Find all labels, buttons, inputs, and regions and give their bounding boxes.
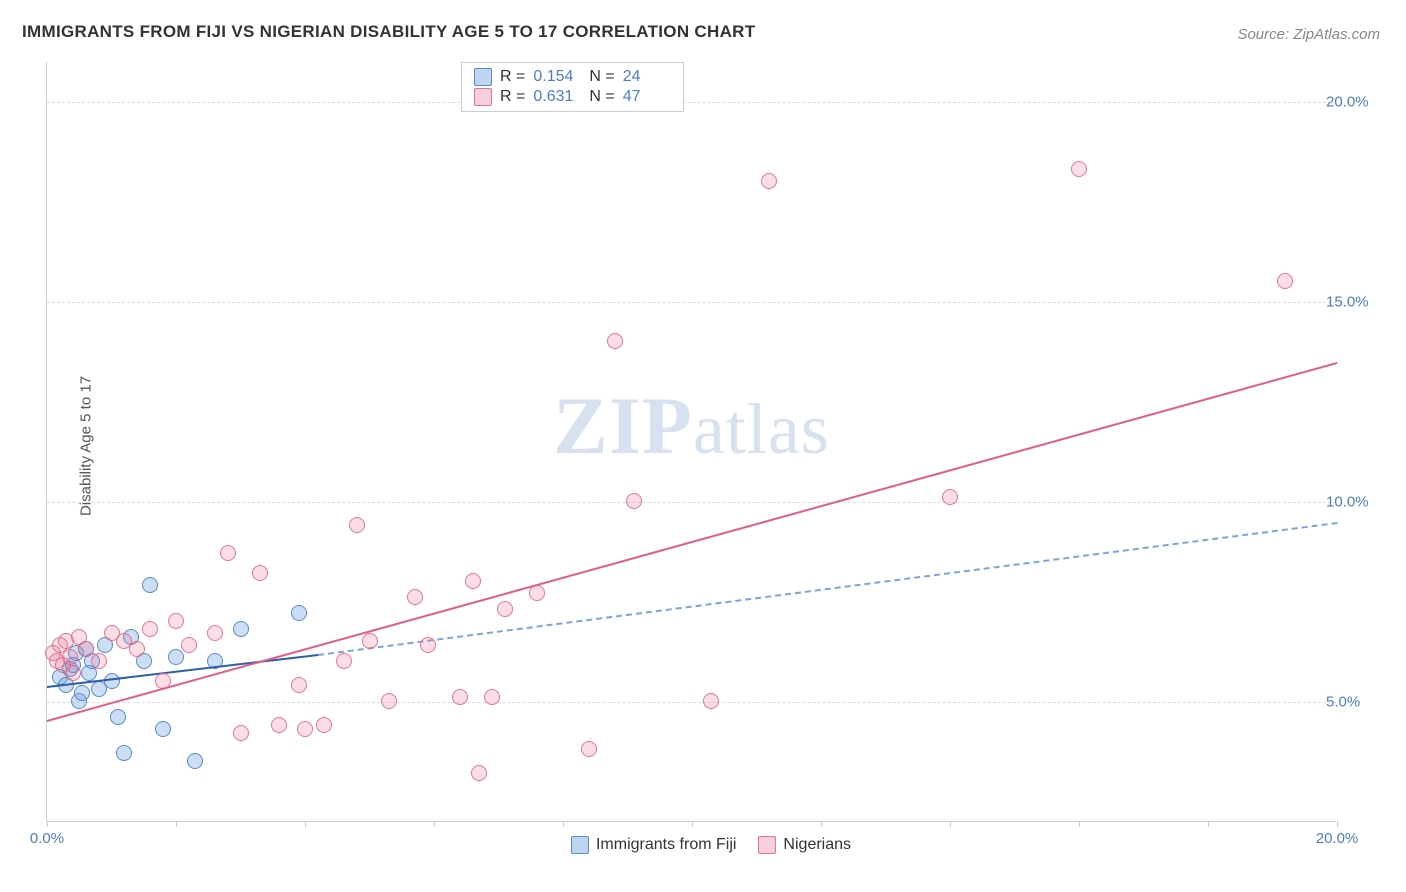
x-tick [692,821,693,827]
source-attribution: Source: ZipAtlas.com [1237,26,1380,43]
data-point [220,545,236,561]
data-point [291,677,307,693]
data-point [703,693,719,709]
gridline [47,502,1336,503]
data-point [252,565,268,581]
x-tick [821,821,822,827]
chart-container: IMMIGRANTS FROM FIJI VS NIGERIAN DISABIL… [0,0,1406,892]
x-tick [176,821,177,827]
data-point [497,601,513,617]
chart-area: ZIPatlas 5.0%10.0%15.0%20.0%0.0%20.0% R … [46,62,1376,822]
data-point [471,765,487,781]
trend-line [47,362,1338,722]
x-tick [950,821,951,827]
data-point [65,665,81,681]
data-point [761,173,777,189]
series-swatch [571,836,589,854]
data-point [626,493,642,509]
gridline [47,702,1336,703]
data-point [484,689,500,705]
data-point [155,721,171,737]
x-tick [1079,821,1080,827]
data-point [1071,161,1087,177]
data-point [316,717,332,733]
data-point [381,693,397,709]
data-point [297,721,313,737]
data-point [349,517,365,533]
legend-item: Nigerians [758,836,851,854]
watermark: ZIPatlas [553,379,830,473]
stat-value: 47 [623,88,671,106]
trend-line [318,522,1337,656]
data-point [74,685,90,701]
data-point [291,605,307,621]
data-point [142,621,158,637]
x-tick-label: 0.0% [30,830,64,847]
data-point [581,741,597,757]
stats-legend-box: R = 0.154 N = 24 R = 0.631 N = 47 [461,62,684,112]
data-point [233,725,249,741]
stats-row: R = 0.631 N = 47 [474,87,671,107]
series-swatch [474,68,492,86]
stat-value: 0.631 [533,88,581,106]
y-tick-label: 15.0% [1326,294,1376,311]
stat-value: 24 [623,68,671,86]
data-point [187,753,203,769]
x-tick [47,821,48,827]
data-point [362,633,378,649]
x-tick [1337,821,1338,827]
data-point [78,641,94,657]
data-point [452,689,468,705]
data-point [62,649,78,665]
data-point [942,489,958,505]
data-point [207,625,223,641]
data-point [1277,273,1293,289]
stat-value: 0.154 [533,68,581,86]
series-swatch [758,836,776,854]
data-point [142,577,158,593]
data-point [233,621,249,637]
legend-item: Immigrants from Fiji [571,836,736,854]
stat-label: N = [589,68,614,86]
y-tick-label: 20.0% [1326,94,1376,111]
x-tick [305,821,306,827]
data-point [181,637,197,653]
data-point [129,641,145,657]
data-point [607,333,623,349]
data-point [407,589,423,605]
series-legend: Immigrants from Fiji Nigerians [571,836,851,854]
y-tick-label: 5.0% [1326,694,1376,711]
x-tick [1208,821,1209,827]
stat-label: N = [589,88,614,106]
chart-title: IMMIGRANTS FROM FIJI VS NIGERIAN DISABIL… [22,22,755,42]
data-point [465,573,481,589]
x-tick-label: 20.0% [1316,830,1359,847]
y-tick-label: 10.0% [1326,494,1376,511]
data-point [336,653,352,669]
data-point [168,613,184,629]
x-tick [434,821,435,827]
data-point [271,717,287,733]
data-point [168,649,184,665]
gridline [47,102,1336,103]
stats-row: R = 0.154 N = 24 [474,67,671,87]
data-point [116,745,132,761]
data-point [110,709,126,725]
stat-label: R = [500,68,525,86]
legend-label: Immigrants from Fiji [596,836,736,854]
legend-label: Nigerians [783,836,851,854]
series-swatch [474,88,492,106]
x-tick [563,821,564,827]
plot-region: ZIPatlas 5.0%10.0%15.0%20.0%0.0%20.0% [46,62,1336,822]
data-point [420,637,436,653]
gridline [47,302,1336,303]
data-point [91,653,107,669]
stat-label: R = [500,88,525,106]
